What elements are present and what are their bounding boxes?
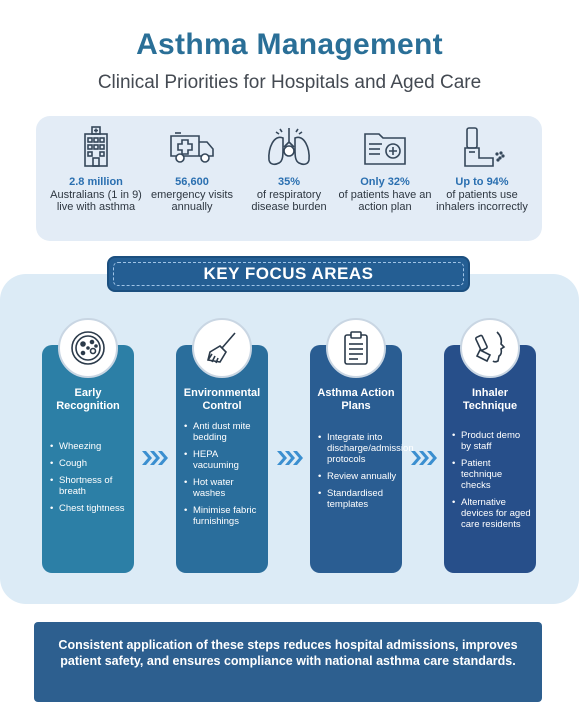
stat-text: of patients have an action plan <box>338 188 432 214</box>
focus-banner-label: KEY FOCUS AREAS <box>113 262 464 286</box>
stat-text: of respiratory disease burden <box>251 188 327 214</box>
list-item: Patient technique checks <box>452 458 532 491</box>
card-title: Early Recognition <box>56 387 120 412</box>
list-item: Integrate into discharge/admission proto… <box>318 432 414 465</box>
broom-cleaning-icon <box>192 318 252 378</box>
stat-highlight: Up to 94% <box>455 176 509 188</box>
list-item: Anti dust mite bedding <box>184 421 264 443</box>
card-title: Asthma Action Plans <box>317 387 395 412</box>
list-item: Product demo by staff <box>452 430 532 452</box>
stat-text: emergency visits annually <box>151 188 233 214</box>
chevron-arrow-icon <box>142 451 168 465</box>
stat-highlight: 56,600 <box>175 176 209 188</box>
stat-item: 2.8 million Australians (1 in 9) live wit… <box>46 124 146 214</box>
stat-highlight: 35% <box>277 176 301 188</box>
stat-item: Up to 94% of patients use inhalers incorr… <box>432 124 532 214</box>
list-item: Standardised templates <box>318 488 398 510</box>
inhaler-icon <box>464 127 505 167</box>
stat-item: 56,600 emergency visits annually <box>142 124 242 214</box>
card-list: Anti dust mite bedding HEPA vacuuming Ho… <box>184 421 264 533</box>
list-item: Hot water washes <box>184 477 264 499</box>
focus-card-asthma-action-plans: Asthma Action Plans Integrate into disch… <box>310 345 414 573</box>
footer-summary: Consistent application of these steps re… <box>34 622 542 702</box>
list-item: Alternative devices for aged care reside… <box>452 497 532 530</box>
hospital-building-icon <box>84 126 108 167</box>
page-subtitle: Clinical Priorities for Hospitals and Ag… <box>97 72 482 93</box>
list-item: HEPA vacuuming <box>184 449 264 471</box>
focus-banner: KEY FOCUS AREAS <box>107 256 470 292</box>
lungs-icon <box>268 128 310 166</box>
chevron-arrow-icon <box>411 451 437 465</box>
stat-text: Australians (1 in 9) live with asthma <box>50 188 142 214</box>
list-item: Chest tightness <box>50 503 130 514</box>
ambulance-icon <box>170 132 214 163</box>
stat-item: Only 32% of patients have an action plan <box>335 124 435 214</box>
card-title: Environmental Control <box>183 387 261 412</box>
clipboard-icon <box>326 318 386 378</box>
stat-item: 35% of respiratory disease burden <box>239 124 339 214</box>
stat-highlight: 2.8 million <box>69 176 123 188</box>
list-item: Cough <box>50 458 130 469</box>
focus-card-environmental-control: Environmental Control Anti dust mite bed… <box>176 345 268 573</box>
list-item: Review annually <box>318 471 398 482</box>
microbe-petri-icon <box>58 318 118 378</box>
card-list: Product demo by staff Patient technique … <box>452 430 532 536</box>
list-item: Shortness of breath <box>50 475 130 497</box>
focus-card-early-recognition: Early Recognition Wheezing Cough Shortne… <box>42 345 134 573</box>
stat-text: of patients use inhalers incorrectly <box>436 188 528 214</box>
stat-highlight: Only 32% <box>360 176 410 188</box>
list-item: Wheezing <box>50 441 130 452</box>
inhaler-face-icon <box>460 318 520 378</box>
focus-card-inhaler-technique: Inhaler Technique Product demo by staff … <box>444 345 536 573</box>
list-item: Minimise fabric furnishings <box>184 505 264 527</box>
card-list: Integrate into discharge/admission proto… <box>318 432 414 516</box>
card-list: Wheezing Cough Shortness of breath Chest… <box>50 441 130 520</box>
card-title: Inhaler Technique <box>462 387 518 412</box>
page-title: Asthma Management <box>136 28 443 61</box>
chevron-arrow-icon <box>277 451 303 465</box>
medical-folder-icon <box>364 133 406 165</box>
stats-panel: 2.8 million Australians (1 in 9) live wit… <box>36 116 542 241</box>
